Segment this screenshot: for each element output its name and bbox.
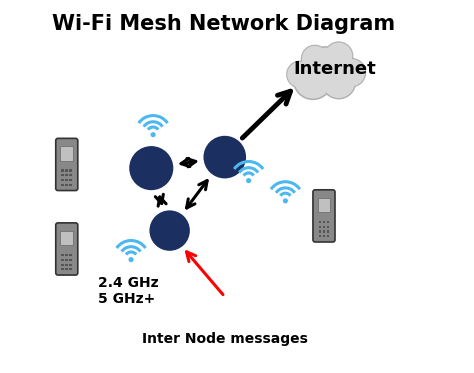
Circle shape (337, 58, 366, 87)
Bar (60, 231, 73, 245)
Bar (61, 264, 64, 266)
Bar (327, 235, 329, 237)
Bar (318, 198, 330, 212)
Circle shape (325, 43, 352, 70)
Text: 2.4 GHz
5 GHz+: 2.4 GHz 5 GHz+ (98, 276, 159, 306)
Bar (61, 259, 64, 261)
Circle shape (149, 210, 190, 251)
Bar (65, 169, 68, 172)
Bar (323, 221, 325, 223)
Circle shape (307, 46, 345, 84)
Bar (319, 226, 321, 228)
Bar (60, 146, 73, 161)
Bar (319, 221, 321, 223)
Circle shape (324, 41, 354, 71)
Bar (65, 179, 68, 181)
Bar (69, 259, 72, 261)
Circle shape (338, 59, 365, 86)
Bar (319, 235, 321, 237)
Bar (61, 179, 64, 181)
Circle shape (129, 146, 173, 190)
Bar (327, 231, 329, 233)
Circle shape (286, 60, 314, 88)
Bar (323, 231, 325, 233)
Bar (65, 264, 68, 266)
Circle shape (321, 64, 356, 100)
Bar (61, 184, 64, 186)
Text: Wi-Fi Mesh Network Diagram: Wi-Fi Mesh Network Diagram (52, 14, 395, 34)
Bar (69, 268, 72, 270)
Bar (65, 174, 68, 176)
Bar (61, 268, 64, 270)
Bar (69, 169, 72, 172)
Circle shape (294, 61, 331, 98)
Bar (69, 179, 72, 181)
FancyBboxPatch shape (313, 190, 335, 242)
Bar (65, 254, 68, 256)
Circle shape (246, 178, 251, 183)
Circle shape (151, 132, 155, 137)
Bar (69, 174, 72, 176)
Bar (323, 226, 325, 228)
Bar (327, 226, 329, 228)
FancyBboxPatch shape (56, 138, 78, 191)
Circle shape (322, 66, 355, 98)
Circle shape (203, 136, 246, 178)
Bar (61, 254, 64, 256)
Bar (327, 221, 329, 223)
Circle shape (293, 60, 333, 100)
Bar (65, 184, 68, 186)
Circle shape (302, 46, 328, 72)
Bar (65, 259, 68, 261)
Circle shape (128, 257, 134, 262)
Bar (61, 169, 64, 172)
Circle shape (308, 48, 343, 83)
Bar (69, 184, 72, 186)
Circle shape (287, 62, 313, 87)
Bar (69, 264, 72, 266)
Text: Inter Node messages: Inter Node messages (142, 332, 308, 346)
Circle shape (283, 198, 288, 203)
Text: Internet: Internet (293, 60, 376, 78)
Bar (61, 174, 64, 176)
Circle shape (301, 45, 329, 73)
Bar (69, 254, 72, 256)
Bar (65, 268, 68, 270)
Bar (319, 231, 321, 233)
FancyBboxPatch shape (56, 223, 78, 275)
Bar (323, 235, 325, 237)
